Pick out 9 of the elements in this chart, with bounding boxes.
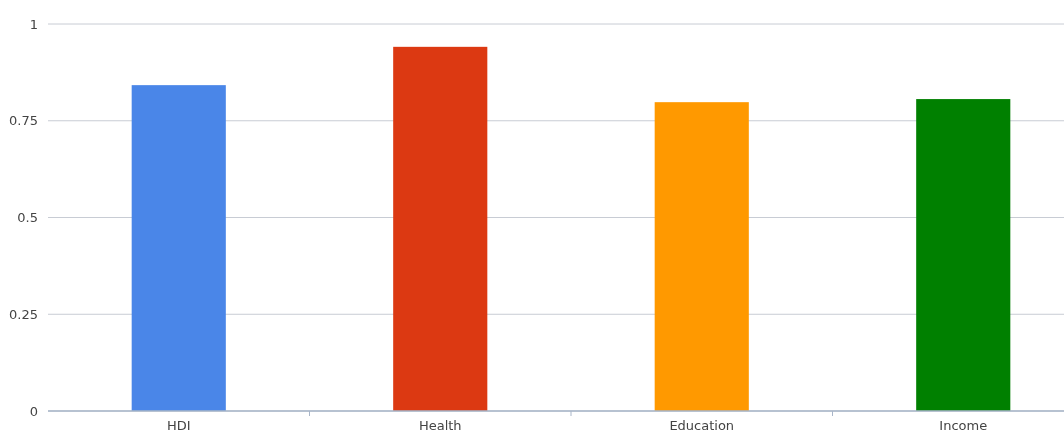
y-tick-label: 0.25 bbox=[9, 306, 38, 322]
y-tick-label: 0 bbox=[29, 403, 38, 419]
x-tick-label: Income bbox=[939, 418, 988, 433]
x-tick-label: HDI bbox=[166, 418, 191, 433]
y-tick-label: 0.75 bbox=[9, 113, 38, 129]
x-tick-label: Education bbox=[669, 418, 735, 433]
y-tick-label: 0.5 bbox=[17, 210, 38, 226]
x-tick-label: Health bbox=[418, 418, 462, 433]
y-tick-label: 1 bbox=[29, 16, 38, 32]
